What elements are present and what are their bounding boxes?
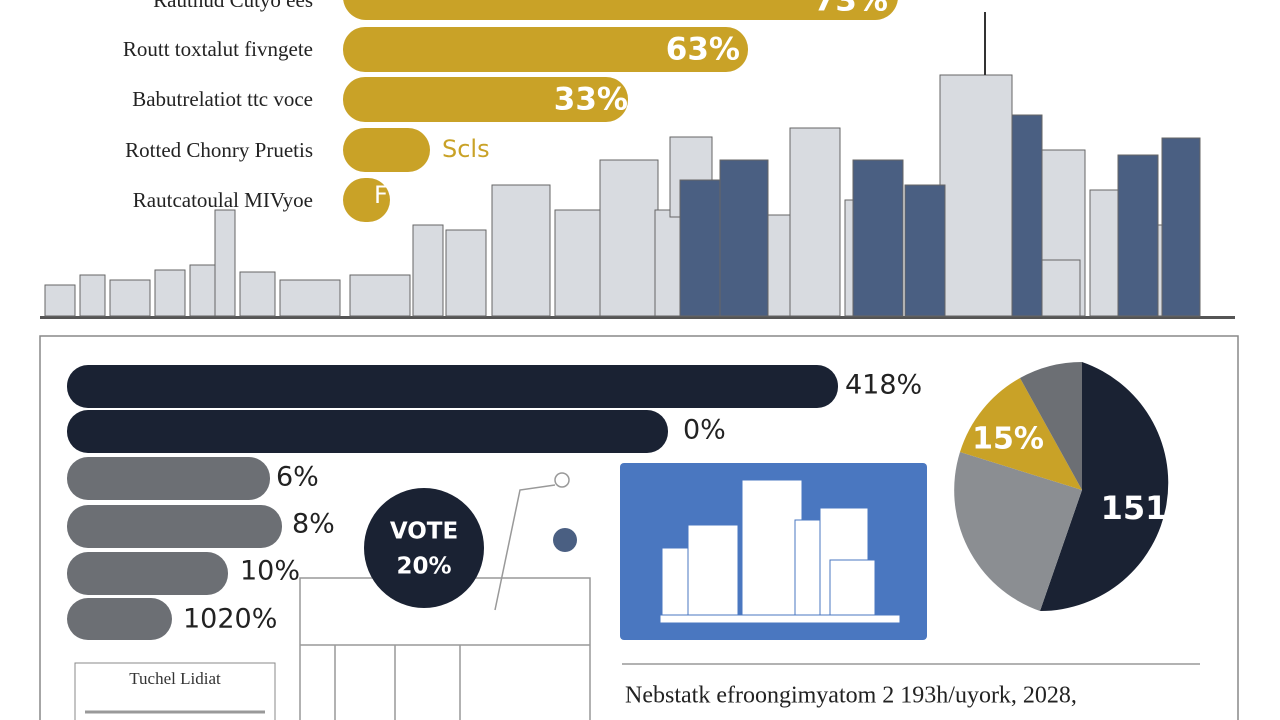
value-label: 63%	[666, 32, 740, 68]
pie-label: 151%	[1101, 489, 1200, 527]
panel-bars	[67, 365, 838, 640]
vote-circle	[364, 488, 484, 608]
bar-label: 1020%	[183, 604, 277, 635]
row-label: Rautnud Cutyo ees	[153, 0, 313, 12]
value-label: F	[374, 181, 388, 209]
row-label: Routt toxtalut fivngete	[123, 37, 313, 61]
bar-label: 418%	[845, 370, 922, 401]
pie	[954, 362, 1169, 612]
vote-title: VOTE	[390, 519, 458, 545]
vote-value: 20%	[396, 554, 451, 580]
icon	[553, 528, 577, 552]
row-label: Rotted Chonry Pruetis	[125, 138, 313, 162]
bar-label: 8%	[292, 509, 335, 540]
small-box	[74, 662, 276, 720]
small-box-text: Tuchel Lidiat	[129, 669, 221, 688]
value-label: 73%	[814, 0, 888, 19]
row-label: Babutrelatiot ttc voce	[132, 87, 313, 111]
pie-label: 15%	[972, 422, 1044, 457]
bar-label: 0%	[683, 415, 726, 446]
panel	[39, 335, 1239, 720]
skyline	[40, 12, 1235, 319]
row-label: Rautcatoulal MIVyoe	[133, 188, 313, 212]
picture-buildings	[659, 479, 901, 624]
value-label: 33%	[554, 82, 628, 118]
bar-label: 10%	[240, 556, 300, 587]
gold-bars	[343, 0, 898, 222]
value-label: Scls	[442, 135, 490, 163]
bar-label: 6%	[276, 462, 319, 493]
footer-text: Nebstatk efroongimyatom 2 193h/uyork, 20…	[625, 683, 1077, 709]
